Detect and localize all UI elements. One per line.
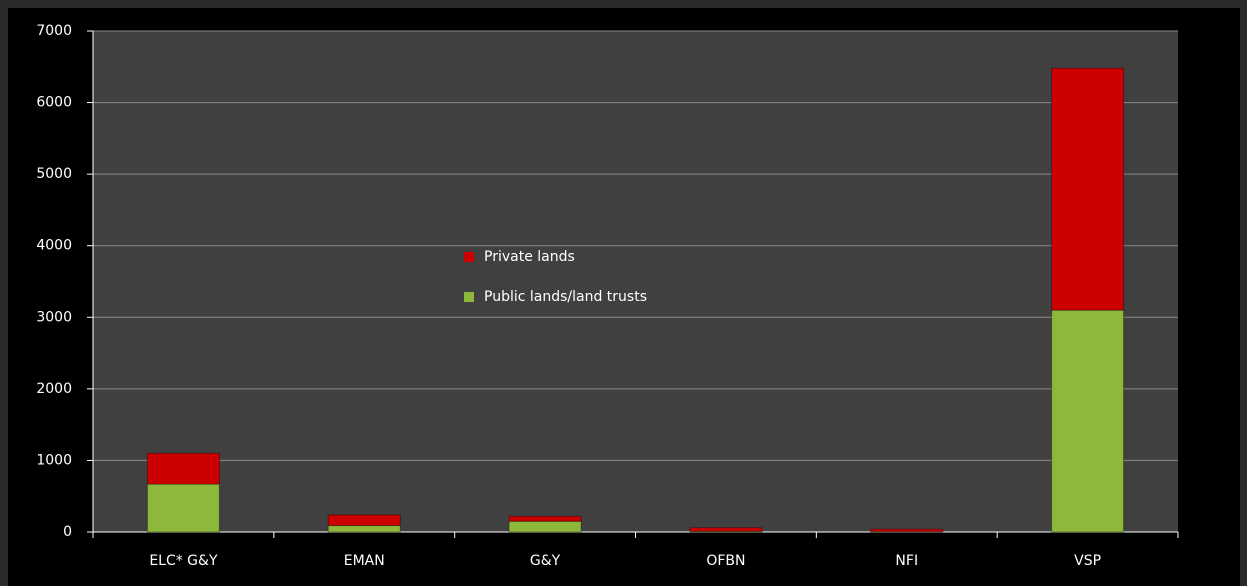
x-tick-label: OFBN: [706, 553, 745, 569]
y-tick-label: 7000: [36, 23, 72, 39]
bar-segment: [870, 528, 944, 533]
x-tick-label: G&Y: [530, 553, 561, 569]
x-tick-label: ELC* G&Y: [149, 553, 218, 569]
bar-segment: [508, 515, 582, 522]
y-tick-label: 6000: [36, 95, 72, 111]
x-tick-label: VSP: [1074, 553, 1101, 569]
legend-swatch: [464, 292, 474, 302]
bar-segment: [327, 525, 401, 533]
plot-area: [93, 31, 1178, 532]
bar-segment: [1051, 309, 1125, 533]
bar-segment: [146, 452, 220, 485]
legend-label: Public lands/land trusts: [484, 289, 647, 305]
x-tick-label: EMAN: [344, 553, 385, 569]
legend-label: Private lands: [484, 249, 575, 265]
bar-segment: [327, 514, 401, 527]
bar-segment: [146, 483, 220, 533]
x-tick-label: NFI: [895, 553, 918, 569]
bar-segment: [1051, 67, 1125, 311]
y-tick-label: 5000: [36, 166, 72, 182]
y-tick-label: 1000: [36, 452, 72, 468]
y-tick-label: 0: [63, 524, 72, 540]
legend-swatch: [464, 252, 474, 262]
y-tick-label: 4000: [36, 238, 72, 254]
y-tick-label: 2000: [36, 381, 72, 397]
bar-segment: [689, 530, 763, 533]
bar-segment: [508, 520, 582, 533]
bar-segment: [689, 527, 763, 532]
y-tick-label: 3000: [36, 309, 72, 325]
